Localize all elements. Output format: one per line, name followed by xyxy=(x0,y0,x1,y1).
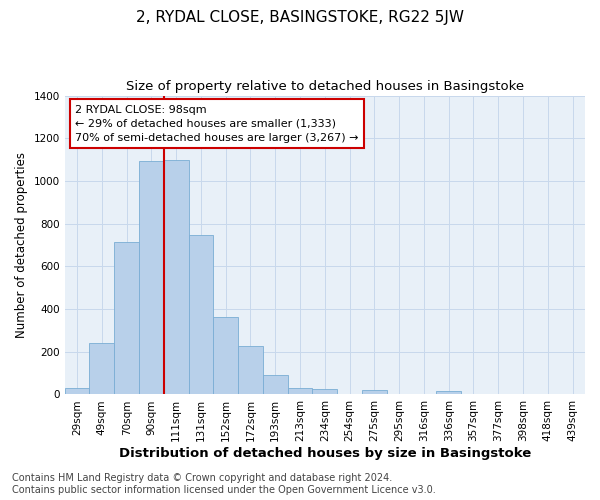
Bar xyxy=(436,392,461,394)
Bar xyxy=(287,388,313,394)
Bar xyxy=(263,375,287,394)
Bar xyxy=(313,389,337,394)
Title: Size of property relative to detached houses in Basingstoke: Size of property relative to detached ho… xyxy=(126,80,524,93)
Text: 2, RYDAL CLOSE, BASINGSTOKE, RG22 5JW: 2, RYDAL CLOSE, BASINGSTOKE, RG22 5JW xyxy=(136,10,464,25)
Bar xyxy=(214,316,238,394)
Bar xyxy=(164,160,188,394)
Bar xyxy=(139,160,164,394)
Bar xyxy=(238,346,263,395)
Bar xyxy=(188,236,214,394)
Bar xyxy=(362,390,387,394)
Y-axis label: Number of detached properties: Number of detached properties xyxy=(15,152,28,338)
Bar xyxy=(65,388,89,394)
Bar xyxy=(89,343,114,394)
Text: Contains HM Land Registry data © Crown copyright and database right 2024.
Contai: Contains HM Land Registry data © Crown c… xyxy=(12,474,436,495)
Text: 2 RYDAL CLOSE: 98sqm
← 29% of detached houses are smaller (1,333)
70% of semi-de: 2 RYDAL CLOSE: 98sqm ← 29% of detached h… xyxy=(75,104,359,142)
X-axis label: Distribution of detached houses by size in Basingstoke: Distribution of detached houses by size … xyxy=(119,447,531,460)
Bar xyxy=(114,242,139,394)
